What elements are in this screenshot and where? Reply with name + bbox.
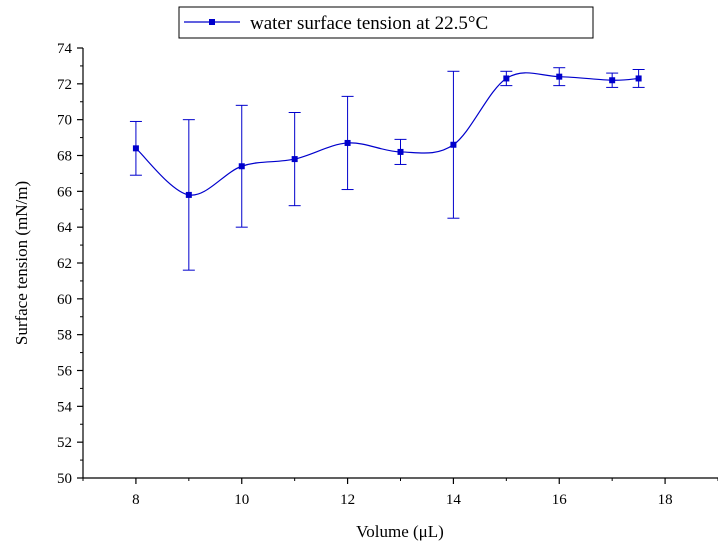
data-point-marker [556, 73, 563, 80]
legend-box [178, 6, 594, 39]
data-point-marker [185, 191, 192, 198]
legend-entry-label: water surface tension at 22.5°C [250, 13, 488, 34]
y-tick-label: 62 [57, 256, 72, 272]
y-tick-label: 74 [57, 41, 73, 57]
y-axis-title: Surface tension (mN/m) [12, 181, 31, 345]
data-point-marker [503, 75, 510, 82]
x-tick-label: 8 [132, 492, 140, 508]
series-line [135, 72, 639, 196]
y-tick-label: 70 [57, 113, 72, 129]
x-tick-label: 12 [340, 492, 355, 508]
y-tick-label: 56 [57, 364, 73, 380]
y-tick-label: 66 [57, 184, 73, 200]
y-tick-label: 68 [57, 149, 72, 165]
y-ticks: 50 52 54 56 58 60 62 64 66 68 70 72 74 [57, 41, 83, 487]
data-point-marker [291, 156, 298, 163]
x-tick-label: 14 [446, 492, 462, 508]
x-tick-label: 10 [234, 492, 249, 508]
data-point-marker [238, 163, 245, 170]
x-tick-label: 16 [552, 492, 568, 508]
y-tick-label: 58 [57, 328, 72, 344]
x-tick-label: 18 [658, 492, 673, 508]
data-point-marker [397, 148, 404, 155]
y-tick-label: 54 [57, 399, 73, 415]
legend-marker-sample [209, 19, 215, 25]
x-axis-title: Volume (μL) [356, 522, 444, 541]
y-tick-label: 72 [57, 77, 72, 93]
data-point-marker [450, 141, 457, 148]
data-point-marker [132, 145, 139, 152]
data-point-marker [344, 139, 351, 146]
data-point-marker [609, 77, 616, 84]
data-point-marker [635, 75, 642, 82]
series-layer [129, 67, 645, 271]
axes [82, 48, 718, 479]
y-tick-label: 50 [57, 471, 72, 487]
y-tick-label: 52 [57, 435, 72, 451]
legend: water surface tension at 22.5°C [178, 6, 594, 39]
y-tick-label: 60 [57, 292, 72, 308]
x-ticks: 8 10 12 14 16 18 [82, 478, 718, 508]
y-tick-label: 64 [57, 220, 73, 236]
